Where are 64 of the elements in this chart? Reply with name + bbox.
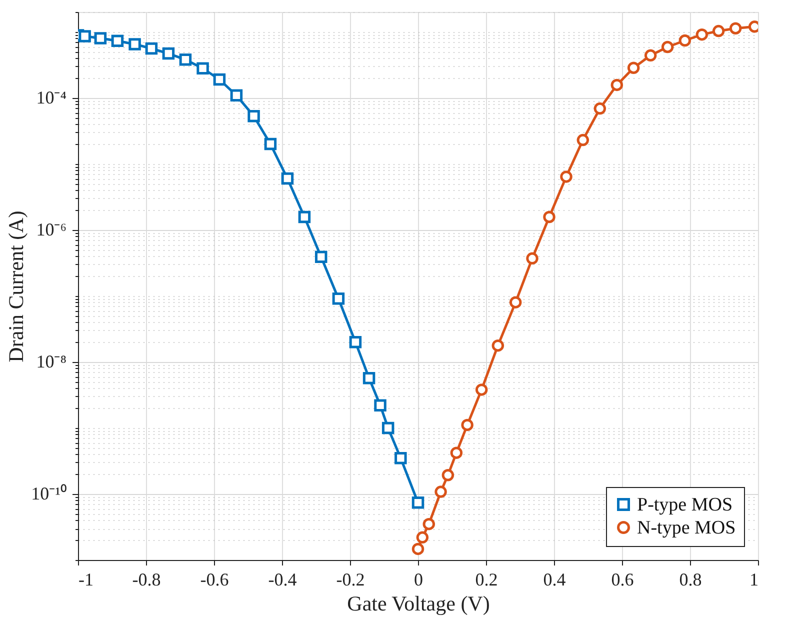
legend-label: P-type MOS	[637, 494, 733, 516]
point	[162, 47, 175, 60]
point	[128, 38, 141, 50]
point	[412, 542, 424, 556]
x-tick-label: 0.6	[611, 570, 634, 590]
point	[78, 30, 91, 42]
point	[213, 73, 226, 86]
point	[412, 496, 424, 509]
point	[509, 296, 522, 308]
point	[230, 89, 243, 102]
point	[560, 170, 572, 183]
x-axis-title: Gate Voltage (V)	[347, 592, 490, 616]
x-tick-label: 0.4	[543, 570, 566, 590]
point	[314, 250, 328, 264]
point	[145, 42, 158, 55]
point	[450, 446, 463, 459]
point	[94, 32, 107, 44]
point	[627, 62, 640, 74]
point	[434, 486, 447, 498]
y-tick-label: 10⁻⁴	[36, 87, 66, 108]
point	[576, 134, 590, 146]
point	[543, 210, 556, 224]
x-tick-label: -1	[78, 570, 94, 590]
point	[416, 531, 429, 544]
x-tick-label: -0.8	[132, 570, 161, 590]
point	[248, 110, 260, 122]
point	[394, 452, 407, 464]
x-tick-label: 0.8	[679, 570, 702, 590]
point	[442, 469, 454, 482]
point	[264, 138, 277, 150]
point	[712, 24, 725, 38]
x-tick-label: 1	[750, 570, 758, 590]
y-axis-title: Drain Current (A)	[4, 210, 28, 362]
point	[422, 518, 436, 530]
point	[729, 22, 742, 34]
point	[526, 252, 538, 265]
point	[461, 418, 474, 432]
point	[179, 53, 192, 66]
point	[196, 62, 209, 74]
point	[696, 28, 708, 41]
point	[594, 102, 606, 115]
x-tick-label: -0.6	[200, 570, 229, 590]
point	[111, 34, 124, 48]
x-tick-label: -0.2	[336, 570, 365, 590]
point	[332, 292, 345, 305]
point	[475, 384, 488, 396]
y-tick-label: 10⁻⁸	[36, 351, 66, 372]
point	[281, 172, 294, 185]
point	[349, 336, 362, 348]
point	[362, 372, 376, 384]
y-tick-label: 10⁻¹⁰	[31, 483, 66, 504]
x-tick-label: 0.2	[475, 570, 498, 590]
point	[678, 34, 692, 47]
point	[298, 210, 311, 224]
point	[610, 78, 624, 92]
point	[374, 399, 386, 412]
x-tick-label: 0	[414, 570, 423, 590]
legend-label: N-type MOS	[637, 518, 736, 538]
x-tick-label: -0.4	[268, 570, 297, 590]
y-tick-label: 10⁻⁶	[36, 219, 66, 240]
point	[492, 339, 504, 352]
point	[644, 49, 657, 62]
point	[382, 422, 394, 434]
point	[661, 40, 674, 54]
